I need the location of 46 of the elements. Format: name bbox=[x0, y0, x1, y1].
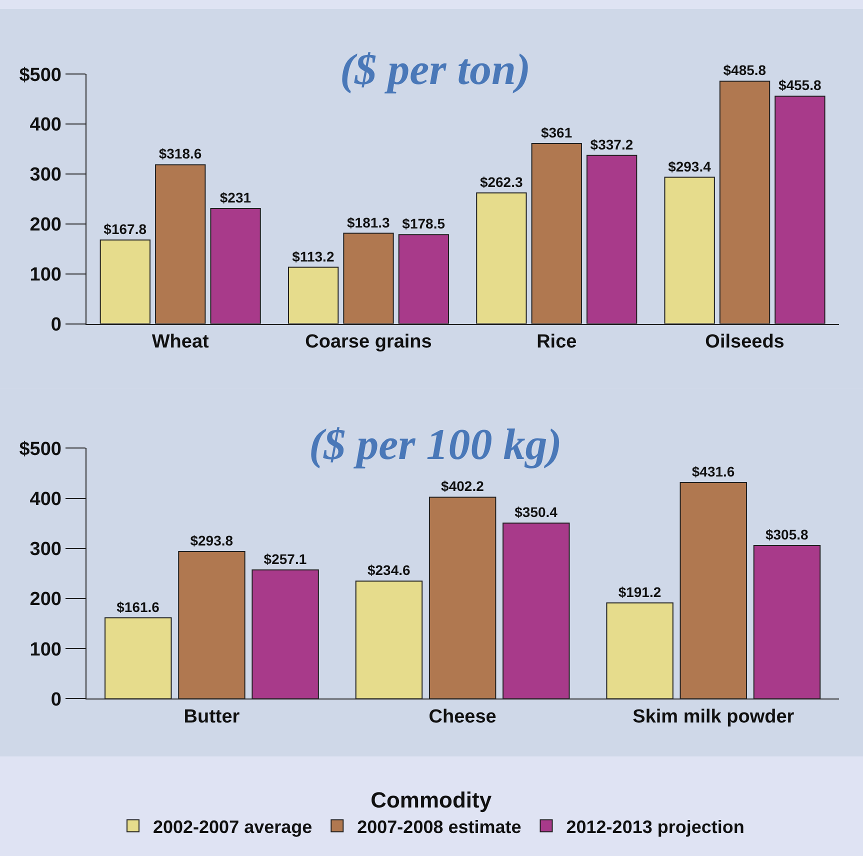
y-tick-label: $500 bbox=[19, 438, 62, 460]
x-tick-label: Butter bbox=[184, 706, 240, 728]
data-label: $113.2 bbox=[292, 248, 334, 264]
x-tick-label: Rice bbox=[536, 332, 577, 353]
y-tick-label: 400 bbox=[30, 488, 62, 510]
data-label: $455.8 bbox=[778, 77, 822, 94]
data-label: $161.6 bbox=[116, 598, 160, 615]
x-tick-label: Oilseeds bbox=[705, 332, 784, 353]
legend-label: 2002-2007 average bbox=[153, 816, 312, 837]
chart-title: ($ per 100 kg) bbox=[309, 420, 562, 469]
chart-title: ($ per ton) bbox=[340, 45, 531, 94]
data-label: $485.8 bbox=[723, 62, 766, 78]
data-label: $191.2 bbox=[618, 584, 662, 600]
x-tick-label: Wheat bbox=[152, 332, 210, 353]
x-tick-label: Skim milk powder bbox=[632, 706, 795, 728]
y-tick-label: 300 bbox=[30, 539, 62, 560]
y-tick-label: 100 bbox=[30, 264, 62, 286]
y-tick-label: 100 bbox=[30, 639, 62, 660]
y-tick-label: 400 bbox=[30, 114, 62, 136]
data-label: $231 bbox=[220, 189, 252, 206]
data-label: $337.2 bbox=[590, 136, 634, 152]
y-tick-label: 0 bbox=[50, 314, 62, 336]
y-tick-label: 0 bbox=[50, 689, 62, 710]
x-tick-label: Coarse grains bbox=[305, 332, 432, 353]
data-label: $181.3 bbox=[346, 214, 390, 230]
legend-label: 2007-2008 estimate bbox=[357, 816, 522, 837]
data-label: $234.6 bbox=[367, 562, 411, 578]
data-label: $431.6 bbox=[692, 463, 735, 480]
x-tick-label: Cheese bbox=[428, 706, 496, 728]
data-label: $167.8 bbox=[104, 221, 147, 238]
y-tick-label: 200 bbox=[30, 214, 62, 236]
data-label: $262.3 bbox=[480, 174, 523, 190]
data-label: $293.8 bbox=[190, 532, 234, 549]
legend-title: Commodity bbox=[370, 788, 492, 813]
data-label: $257.1 bbox=[264, 550, 307, 567]
y-tick-label: 300 bbox=[30, 164, 62, 186]
y-tick-label: $500 bbox=[19, 64, 62, 86]
data-label: $305.8 bbox=[765, 526, 809, 542]
legend-label: 2012-2013 projection bbox=[566, 816, 744, 837]
y-tick-label: 200 bbox=[30, 589, 62, 610]
data-label: $402.2 bbox=[441, 478, 484, 494]
data-label: $361 bbox=[540, 124, 572, 141]
data-label: $318.6 bbox=[158, 146, 202, 162]
data-label: $178.5 bbox=[402, 216, 446, 232]
data-label: $293.4 bbox=[668, 158, 712, 174]
data-label: $350.4 bbox=[514, 504, 558, 520]
